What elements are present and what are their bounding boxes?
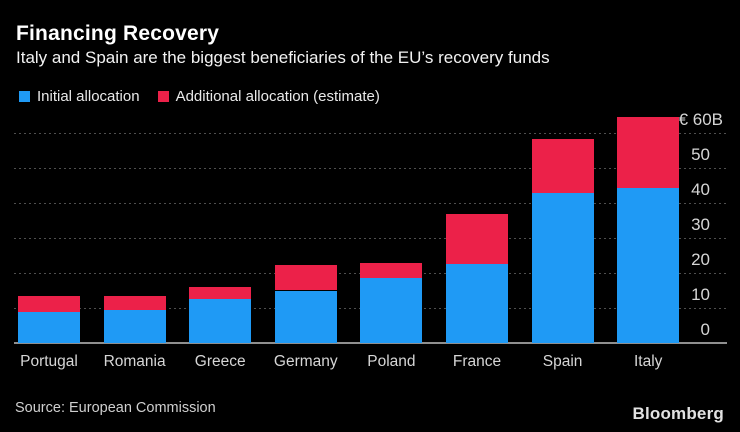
bar-spain-initial [531, 193, 594, 343]
x-axis-label-germany: Germany [273, 353, 338, 370]
bar-greece-additional [189, 287, 252, 299]
bar-portugal-additional [18, 296, 80, 312]
x-axis-line [14, 342, 727, 344]
x-axis-label-romania: Romania [103, 353, 166, 370]
legend-swatch-initial-icon [19, 91, 30, 102]
gridline-40 [14, 203, 727, 204]
gridline-60 [14, 133, 727, 134]
x-axis-label-spain: Spain [542, 353, 583, 370]
y-axis-tick-0: 0 [700, 320, 710, 339]
gridline-50 [14, 168, 727, 169]
bar-france-additional [446, 214, 508, 265]
y-axis-tick-30: 30 [691, 215, 710, 234]
legend: Initial allocation Additional allocation… [19, 88, 380, 105]
bar-portugal-initial [18, 311, 80, 343]
x-axis-label-italy: Italy [633, 353, 663, 370]
legend-swatch-additional-icon [157, 91, 169, 102]
y-axis-tick-10: 10 [691, 285, 710, 304]
source-note: Source: European Commission [15, 400, 216, 416]
bar-poland-initial [360, 277, 423, 343]
y-axis-tick-20: 20 [691, 250, 710, 269]
x-axis-label-france: France [452, 353, 502, 370]
bar-germany-initial [274, 290, 337, 343]
x-axis-label-greece: Greece [194, 353, 246, 370]
x-axis-label-poland: Poland [367, 353, 416, 370]
legend-label-initial: Initial allocation [37, 88, 140, 105]
y-axis-tick-60: € 60B [678, 110, 723, 129]
legend-item-initial: Initial allocation [19, 88, 140, 105]
bar-france-initial [446, 264, 508, 343]
chart-subtitle: Italy and Spain are the biggest benefici… [16, 48, 550, 67]
bar-romania-additional [103, 296, 166, 311]
y-axis-tick-40: 40 [691, 180, 710, 199]
legend-label-additional: Additional allocation (estimate) [175, 88, 380, 105]
bar-italy-initial [617, 188, 680, 343]
chart-title: Financing Recovery [16, 22, 220, 45]
bloomberg-logo: Bloomberg [632, 404, 724, 423]
bar-poland-additional [360, 262, 423, 278]
legend-item-additional: Additional allocation (estimate) [157, 88, 380, 105]
bar-romania-initial [103, 310, 166, 343]
bar-greece-initial [189, 298, 252, 343]
bar-germany-additional [274, 264, 337, 291]
bar-italy-additional [617, 116, 680, 189]
gridline-30 [14, 238, 727, 239]
x-axis-label-portugal: Portugal [20, 353, 78, 370]
bar-spain-additional [531, 138, 594, 194]
y-axis-tick-50: 50 [691, 145, 710, 164]
